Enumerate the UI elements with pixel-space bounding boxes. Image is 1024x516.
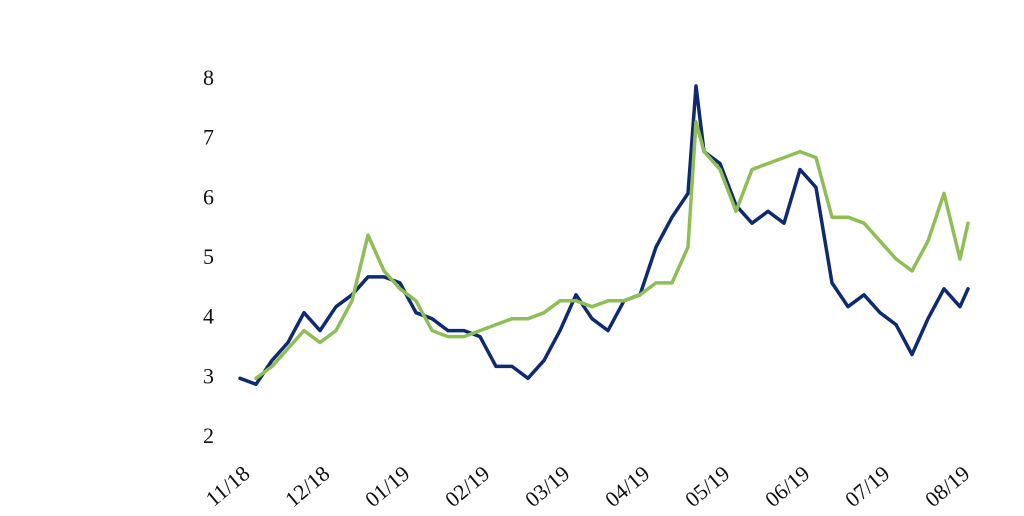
y-tick-label: 6 <box>203 184 214 209</box>
x-tick-label: 11/18 <box>201 461 255 512</box>
series-line <box>254 120 970 381</box>
x-tick-label: 03/19 <box>520 461 574 512</box>
y-tick-label: 4 <box>203 304 214 329</box>
x-tick-label: 02/19 <box>440 461 494 512</box>
x-tick-label: 07/19 <box>840 461 894 512</box>
x-tick-label: 06/19 <box>760 461 814 512</box>
y-tick-label: 8 <box>203 65 214 90</box>
x-tick-label: 01/19 <box>360 461 414 512</box>
y-tick-label: 7 <box>203 125 214 150</box>
x-tick-label: 04/19 <box>600 461 654 512</box>
x-tick-label: 05/19 <box>680 461 734 512</box>
y-tick-label: 5 <box>203 244 214 269</box>
x-tick-label: 12/18 <box>280 461 334 512</box>
y-tick-label: 3 <box>203 363 214 388</box>
y-tick-label: 2 <box>203 423 214 448</box>
x-tick-label: 08/19 <box>920 461 974 512</box>
series-line <box>238 84 970 387</box>
